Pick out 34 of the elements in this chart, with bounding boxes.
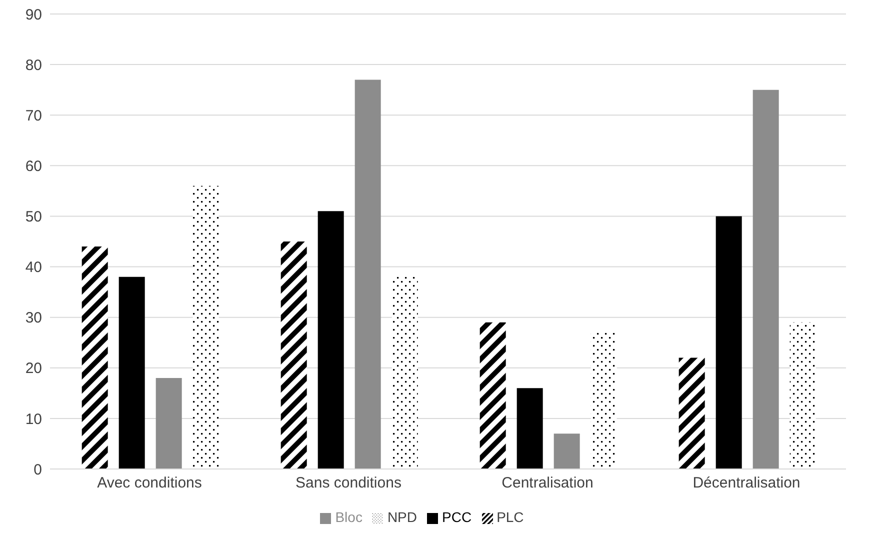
bar [192,186,219,469]
bar [318,211,344,469]
y-tick-label: 80 [25,56,42,74]
bar [354,80,381,469]
bar [82,246,108,469]
x-tick-label: Sans conditions [296,474,402,492]
bar [118,276,145,469]
bar [280,242,307,469]
legend-label: NPD [387,509,417,525]
y-tick-label: 30 [25,310,42,327]
x-tick-label: Avec conditions [97,474,202,492]
bar [716,216,742,469]
bar [678,358,705,469]
y-tick-label: 0 [34,461,42,478]
bar [554,434,580,469]
legend-label: PCC [442,509,472,525]
bar [480,322,506,469]
bar [392,276,418,469]
bar [790,322,816,469]
x-tick-label: Centralisation [502,474,594,492]
y-tick-label: 50 [25,208,42,226]
y-tick-label: 20 [25,360,42,378]
y-tick-label: 40 [25,259,42,276]
bar [156,378,182,469]
y-tick-label: 60 [25,158,42,175]
legend-label: Bloc [335,509,362,525]
bar [752,90,779,469]
y-tick-label: 90 [25,6,42,24]
x-tick-label: Décentralisation [692,474,800,492]
bar [590,332,617,469]
bar [516,388,543,469]
y-tick-label: 10 [25,410,42,428]
legend-label: PLC [496,509,524,525]
y-tick-label: 70 [25,107,42,124]
